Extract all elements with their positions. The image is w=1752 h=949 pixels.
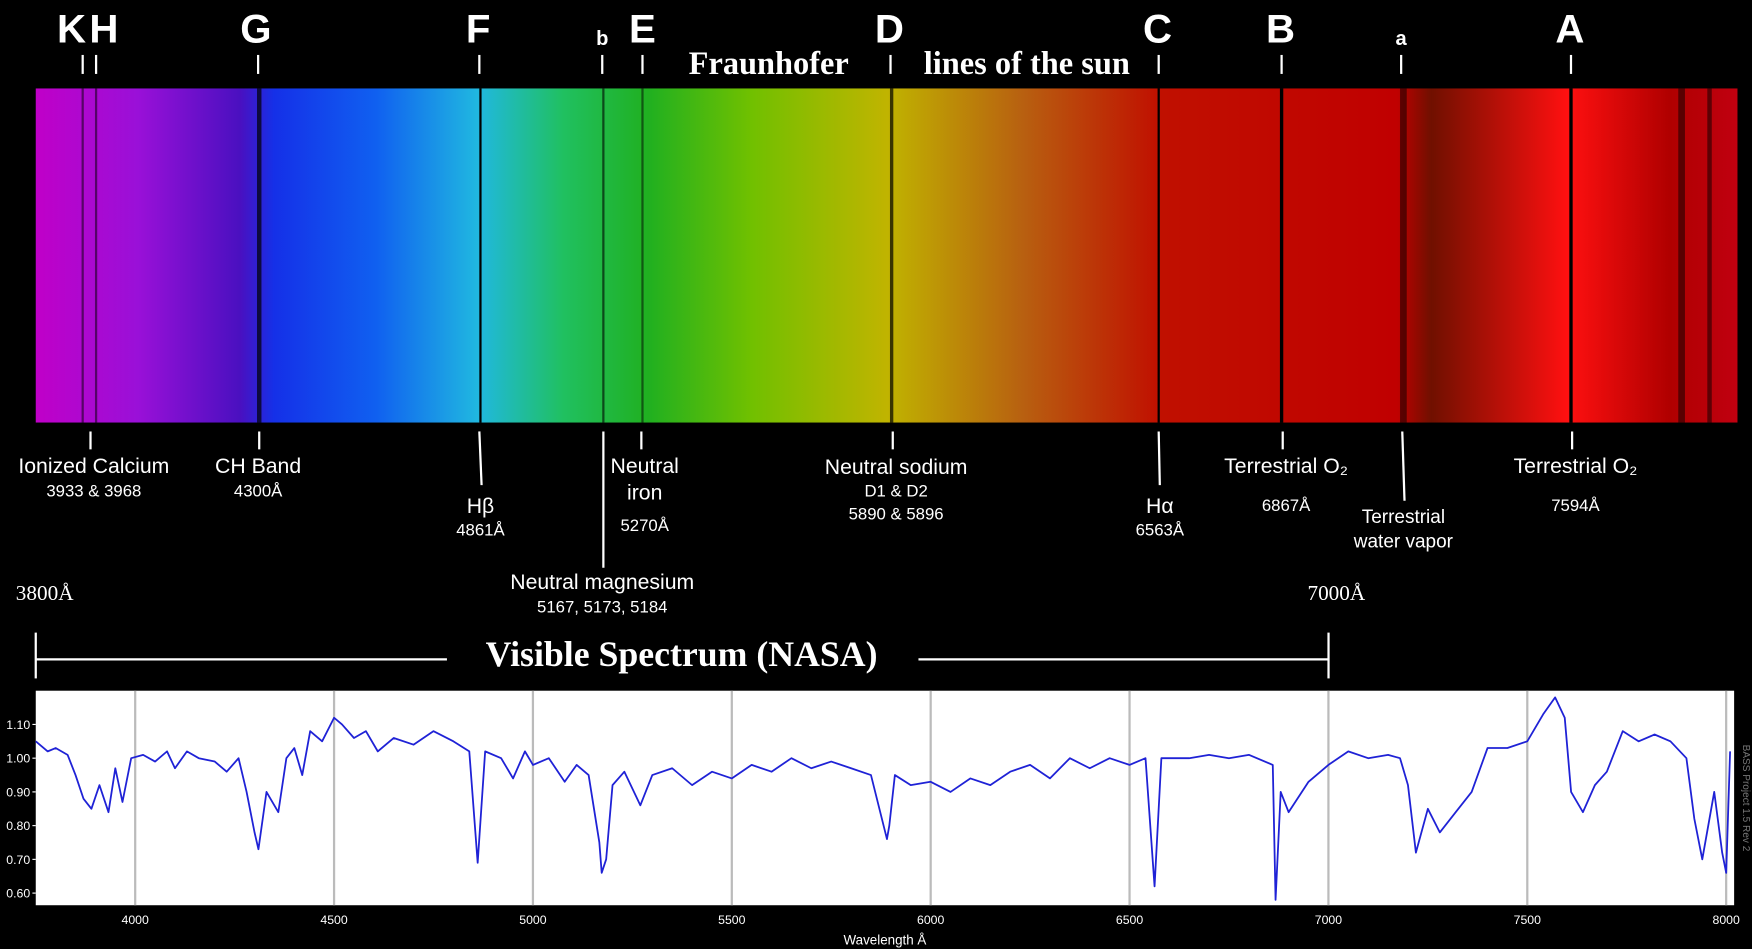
letters: K H G F b E D C B a A [57,7,1584,52]
line-letter: K [57,7,86,52]
x-tick-label: 5000 [519,913,546,927]
annotation-detail: 4861Å [456,520,505,539]
tick [479,431,481,485]
annotation-ticks [91,431,1573,567]
annotation: Neutral magnesium [510,571,694,594]
tick [1402,431,1404,500]
annotation: Hβ [467,495,495,518]
visible-range: 3800Å 7000Å Visible Spectrum (NASA) [16,581,1366,678]
plot-area [36,691,1734,906]
line-letter: E [629,7,656,52]
x-tick-label: 7500 [1514,913,1541,927]
page: Fraunhofer lines of the sun K H G F b E … [0,0,1752,949]
annotation: water vapor [1353,532,1453,553]
x-tick-label: 7000 [1315,913,1342,927]
annotations: Ionized Calcium 3933 & 3968 CH Band 4300… [18,455,1637,617]
annotation: Neutral [611,455,679,478]
annotation: iron [627,482,662,505]
annotation: Neutral sodium [825,456,968,479]
annotation-detail: 7594Å [1551,496,1600,515]
line-letter: b [596,28,608,50]
annotation-detail: 5890 & 5896 [849,505,944,524]
tick [1159,431,1160,485]
x-tick-label: 8000 [1713,913,1740,927]
line-letter: C [1143,7,1172,52]
x-tick-label: 5500 [718,913,745,927]
y-tick-label: 1.10 [6,718,30,732]
range-label: Visible Spectrum (NASA) [486,634,878,674]
annotation-detail: 4300Å [234,481,283,500]
annotation-detail: 3933 & 3968 [46,481,141,500]
spectrum-band [36,88,1738,422]
side-note: BASS Project 1.5 Rev 2 [1740,745,1751,852]
y-tick-label: 0.80 [6,819,30,833]
line-letter: D [875,7,904,52]
annotation-detail: 6867Å [1262,496,1311,515]
x-tick-label: 4000 [122,913,149,927]
line-letter: H [89,7,118,52]
spectrum-plot: 4000 4500 5000 5500 6000 6500 7000 7500 8000 0.60… [6,691,1751,948]
x-axis-label: Wavelength Å [844,932,927,947]
x-tick-label: 6000 [917,913,944,927]
annotation: Terrestrial O₂ [1224,455,1348,478]
title-right: lines of the sun [924,46,1130,82]
y-tick-label: 1.00 [6,752,30,766]
annotation: CH Band [215,455,301,478]
line-letter: B [1266,7,1295,52]
y-tick-label: 0.70 [6,853,30,867]
x-tick-label: 6500 [1116,913,1143,927]
line-letter: a [1396,28,1408,50]
annotation: Hα [1146,495,1174,518]
range-end: 7000Å [1307,581,1365,605]
line-letter: A [1555,7,1584,52]
range-start: 3800Å [16,581,74,605]
y-tick-label: 0.60 [6,887,30,901]
annotation-detail: D1 & D2 [864,481,927,500]
annotation-detail: 5167, 5173, 5184 [537,597,667,616]
annotation: Terrestrial [1362,507,1445,528]
y-tick-label: 0.90 [6,785,30,799]
annotation-detail: 5270Å [620,516,669,535]
annotation: Ionized Calcium [18,455,169,478]
annotation: Terrestrial O₂ [1514,455,1638,478]
title-left: Fraunhofer [689,46,849,82]
line-letter: F [466,7,491,52]
x-tick-label: 4500 [320,913,347,927]
line-letter: G [240,7,271,52]
spectrum [36,88,1738,422]
figure: Fraunhofer lines of the sun K H G F b E … [0,0,1752,949]
annotation-detail: 6563Å [1136,520,1185,539]
